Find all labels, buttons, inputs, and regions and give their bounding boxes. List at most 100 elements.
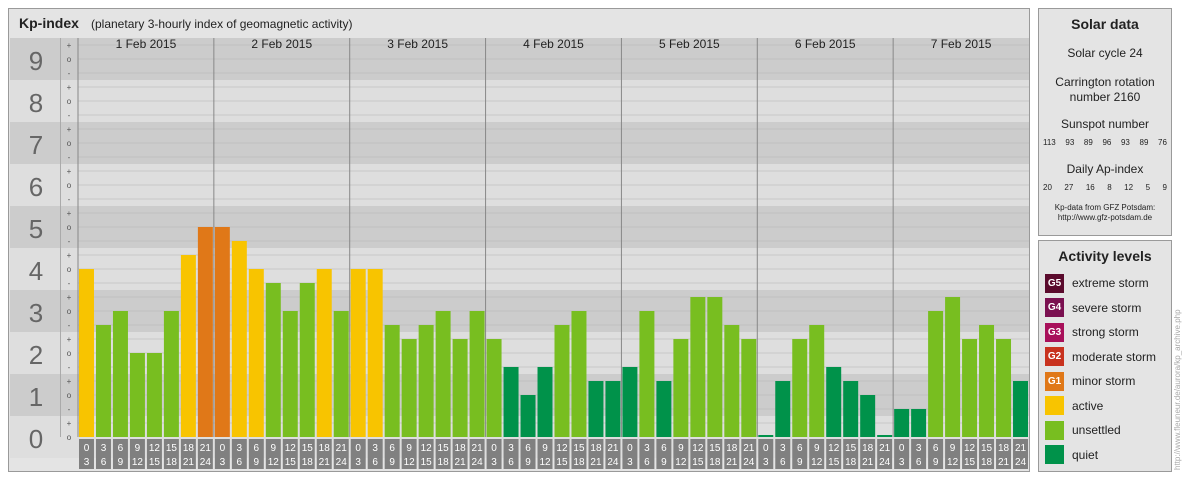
interval-start-label: 12: [149, 443, 161, 454]
minor-tick-label: +: [67, 125, 72, 134]
kp-bar: [877, 435, 893, 437]
kp-bar: [605, 381, 621, 437]
interval-end-label: 6: [237, 457, 243, 468]
kp-bar: [350, 269, 366, 437]
kp-bar: [690, 297, 706, 437]
interval-label-box: [758, 439, 774, 469]
kp-bar: [996, 339, 1012, 437]
interval-label-box: [180, 439, 196, 469]
kp-bar: [299, 282, 315, 437]
kp-bar: [282, 311, 298, 437]
interval-end-label: 9: [254, 457, 260, 468]
interval-label-box: [367, 439, 383, 469]
interval-start-label: 0: [355, 443, 361, 454]
activity-swatch: [1045, 420, 1064, 440]
interval-label-box: [503, 439, 519, 469]
minor-tick-label: -: [68, 153, 71, 162]
interval-label-box: [571, 439, 587, 469]
day-label: 7 Feb 2015: [931, 37, 992, 51]
interval-start-label: 15: [166, 443, 178, 454]
kp-bar: [197, 227, 213, 437]
minor-tick-label: o: [67, 97, 72, 106]
interval-end-label: 18: [981, 457, 993, 468]
kp-bar: [656, 381, 672, 437]
interval-label-box: [418, 439, 434, 469]
minor-tick-label: -: [68, 195, 71, 204]
interval-start-label: 15: [845, 443, 857, 454]
kp-bar: [826, 366, 842, 437]
minor-tick-label: -: [68, 111, 71, 120]
interval-start-label: 12: [285, 443, 297, 454]
interval-start-label: 12: [421, 443, 433, 454]
minor-tick-label: o: [67, 433, 72, 442]
interval-start-label: 12: [556, 443, 568, 454]
interval-end-label: 9: [525, 457, 531, 468]
interval-end-label: 24: [607, 457, 619, 468]
activity-label: unsettled: [1072, 423, 1121, 437]
interval-start-label: 18: [590, 443, 602, 454]
interval-label-box: [282, 439, 298, 469]
interval-label-box: [996, 439, 1012, 469]
kp-bar: [571, 311, 587, 437]
interval-start-label: 18: [183, 443, 195, 454]
interval-label-box: [860, 439, 876, 469]
ap-title: Daily Ap-index: [1066, 162, 1144, 176]
ap-value: 9: [1162, 183, 1167, 192]
kp-bar: [979, 324, 995, 437]
activity-level-active: active: [1045, 396, 1103, 416]
y-tick-label-2: 2: [29, 340, 43, 370]
interval-end-label: 12: [539, 457, 551, 468]
day-label: 4 Feb 2015: [523, 37, 584, 51]
interval-label-box: [1013, 439, 1028, 469]
kp-bar: [95, 324, 111, 437]
kp-bar: [265, 282, 281, 437]
interval-end-label: 9: [389, 457, 395, 468]
interval-label-box: [537, 439, 553, 469]
interval-end-label: 24: [200, 457, 212, 468]
interval-start-label: 3: [101, 443, 107, 454]
minor-tick-label: -: [68, 405, 71, 414]
kp-bar: [639, 311, 655, 437]
interval-start-label: 15: [981, 443, 993, 454]
kp-bar: [112, 311, 128, 437]
interval-end-label: 3: [763, 457, 769, 468]
interval-end-label: 6: [372, 457, 378, 468]
carrington-line1: Carrington rotation: [1055, 75, 1155, 89]
kp-bar: [129, 353, 145, 437]
interval-end-label: 3: [491, 457, 497, 468]
interval-label-box: [962, 439, 978, 469]
interval-label-box: [673, 439, 689, 469]
interval-label-box: [656, 439, 672, 469]
kp-bar: [792, 339, 808, 437]
gfz-credit-line2: http://www.gfz-potsdam.de: [1057, 213, 1153, 222]
interval-end-label: 6: [916, 457, 922, 468]
interval-label-box: [707, 439, 723, 469]
interval-label-box: [690, 439, 706, 469]
interval-end-label: 6: [101, 457, 107, 468]
minor-tick-label: +: [67, 41, 72, 50]
interval-start-label: 6: [933, 443, 939, 454]
sunspot-value: 96: [1102, 138, 1112, 147]
interval-start-label: 9: [542, 443, 548, 454]
interval-label-box: [129, 439, 145, 469]
interval-label-box: [299, 439, 315, 469]
interval-start-label: 21: [336, 443, 348, 454]
interval-label-box: [520, 439, 536, 469]
interval-start-label: 0: [491, 443, 497, 454]
solar-cycle: Solar cycle 24: [1067, 46, 1143, 60]
gfz-credit-line1: Kp-data from GFZ Potsdam:: [1054, 203, 1156, 212]
interval-start-label: 9: [950, 443, 956, 454]
activity-label: extreme storm: [1072, 276, 1149, 290]
kp-bar: [452, 339, 468, 437]
kp-bar: [503, 366, 519, 437]
kp-bar: [163, 311, 179, 437]
interval-start-label: 21: [200, 443, 212, 454]
kp-bar: [435, 311, 451, 437]
interval-label-box: [316, 439, 332, 469]
interval-start-label: 21: [472, 443, 484, 454]
interval-label-box: [792, 439, 808, 469]
side-credit: http://www.fleuneur.de/aurora/kp_archive…: [1173, 309, 1182, 470]
activity-label: active: [1072, 398, 1104, 413]
kp-bar: [724, 324, 740, 437]
interval-label-box: [741, 439, 757, 469]
